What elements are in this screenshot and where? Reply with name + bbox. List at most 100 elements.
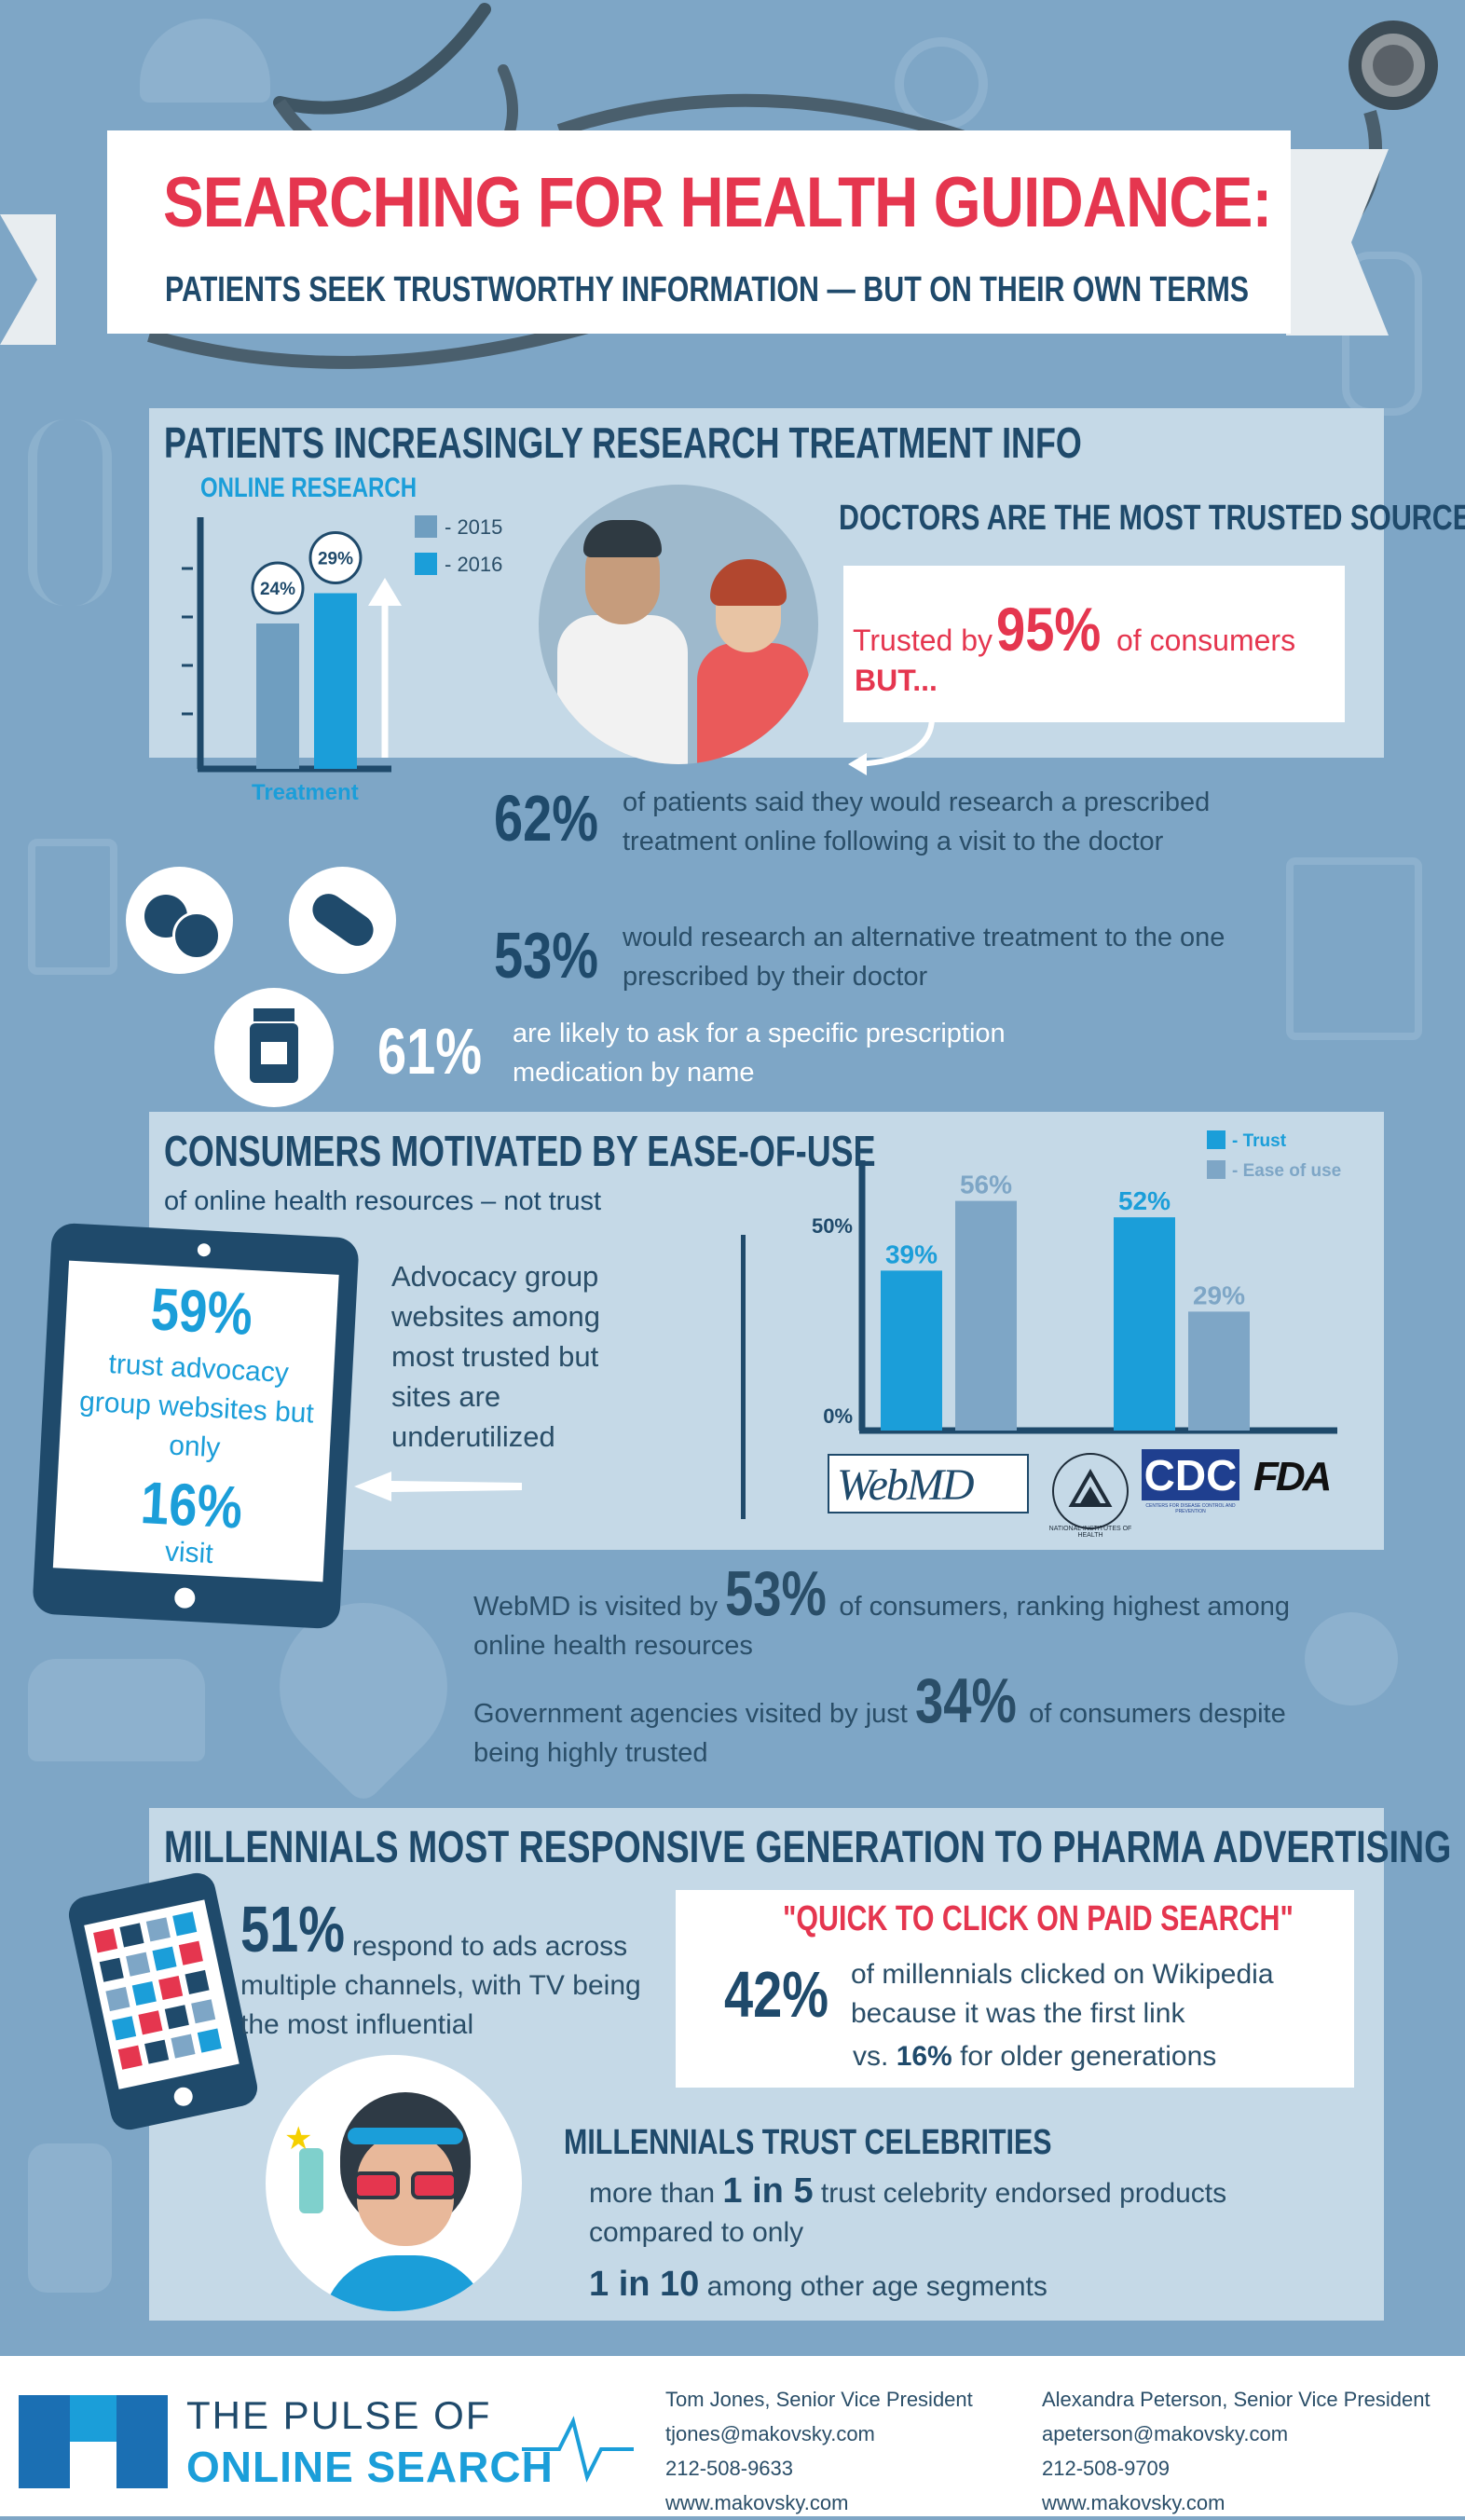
tablet-home-button <box>173 1587 196 1609</box>
page-title: SEARCHING FOR HEALTH GUIDANCE: <box>163 163 1272 242</box>
section1-heading: PATIENTS INCREASINGLY RESEARCH TREATMENT… <box>164 418 1082 467</box>
vs-suffix: for older generations <box>960 2041 1217 2072</box>
advocacy-text: Advocacy group websites among most trust… <box>391 1260 601 1453</box>
webmd-logo: WebMD <box>828 1454 1029 1513</box>
tablet-value1: 59% <box>149 1275 254 1348</box>
ads-text-body: respond to ads across multiple channels,… <box>240 1931 641 2040</box>
molecule-icon <box>1305 1612 1398 1705</box>
contact2-email[interactable]: apeterson@makovsky.com <box>1042 2422 1289 2445</box>
celebrity-sunglasses <box>353 2171 458 2199</box>
bottle-cap <box>253 1008 294 1021</box>
trusted-line: Trusted by 95% of consumers <box>853 594 1295 664</box>
phone-app-icon <box>171 2034 196 2059</box>
logo-bar-middle <box>70 2395 116 2442</box>
microscope-icon <box>28 2143 112 2293</box>
contact2-web[interactable]: www.makovsky.com <box>1042 2491 1225 2514</box>
vs-prefix: vs. <box>853 2041 889 2072</box>
chart2-legend-label-0: - Trust <box>1232 1131 1287 1151</box>
brand-line2: ONLINE SEARCH <box>186 2443 554 2491</box>
chart1-data-label-0: 24% <box>260 580 295 599</box>
chart2-bar-cdc-0 <box>1114 1217 1175 1431</box>
left-arrow-icon <box>354 1472 522 1501</box>
tablet-text1: trust advocacy group websites but only <box>78 1349 315 1464</box>
logo-bar-left <box>19 2395 70 2488</box>
stat1-text: of patients said they would research a p… <box>623 788 1211 856</box>
celeb-line2: compared to only <box>589 2217 804 2248</box>
celebrity-headband <box>348 2128 463 2144</box>
wiki-text: of millennials clicked on Wikipedia beca… <box>851 1959 1274 2029</box>
curved-arrow-icon <box>848 718 935 775</box>
chart2-data-label-webmd-1: 56% <box>960 1171 1012 1199</box>
cdc-logo-text: CDC <box>1142 1449 1239 1500</box>
product-bottle-icon <box>299 2148 323 2213</box>
webmd-statement: WebMD is visited by 53% of consumers, ra… <box>473 1558 1359 1665</box>
trusted-box: Trusted by 95% of consumers BUT... <box>843 566 1345 722</box>
phone-app-icon <box>172 1911 198 1937</box>
stat2-value: 53% <box>494 919 599 992</box>
phone-app-icon <box>178 1940 203 1965</box>
celeb-value: 1 in 5 <box>722 2171 814 2211</box>
phone-app-icon <box>105 1986 130 2012</box>
phone-app-icon <box>197 2028 222 2053</box>
trusted-prefix: Trusted by <box>853 623 993 657</box>
celeb-value2: 1 in 10 <box>589 2265 700 2304</box>
chart1-legend-label-1: - 2016 <box>445 553 502 576</box>
phone-app-icon <box>191 1999 216 2024</box>
sunglasses-lens-left <box>353 2171 400 2199</box>
doctor-hair <box>583 520 662 557</box>
chart2-data-label-cdc-0: 52% <box>1118 1186 1171 1215</box>
trusted-value: 95% <box>996 595 1102 664</box>
phone-app-icon <box>158 1975 184 2001</box>
phone-app-icon <box>99 1957 124 1982</box>
chart1-legend-label-0: - 2015 <box>445 515 502 539</box>
chart2-ytick-0: 0% <box>823 1404 853 1428</box>
webmd-suffix: of consumers, ranking highest among onli… <box>473 1592 1290 1661</box>
contact1-phone: 212-508-9633 <box>665 2457 794 2480</box>
phone-app-icon <box>131 1980 157 2006</box>
celeb-line1: more than 1 in 5 trust celebrity endorse… <box>589 2171 1381 2213</box>
fda-logo: FDA <box>1253 1454 1332 1500</box>
chart-divider <box>741 1235 746 1519</box>
phone-app-icon <box>117 2045 143 2070</box>
stat2-text: would research an alternative treatment … <box>623 923 1225 992</box>
sunglasses-lens-right <box>411 2171 458 2199</box>
tablet-camera <box>197 1242 212 1257</box>
stat3-value: 61% <box>377 1015 483 1088</box>
section2-subheading: of online health resources – not trust <box>164 1186 602 1216</box>
ads-text: respond to ads across multiple channels,… <box>240 1927 669 2045</box>
celebrity-body <box>322 2255 489 2311</box>
phone-app-icon <box>126 1952 151 1977</box>
dna-icon <box>28 419 112 606</box>
chart1-legend-swatch-0 <box>415 515 437 538</box>
phone-app-icon <box>93 1928 118 1953</box>
pulse-line-icon <box>522 2416 634 2483</box>
chart2-svg: 0% 50% 39% 56% 52% 29% - Trust - Ease of use <box>812 1130 1341 1434</box>
celeb-suffix2: among other age segments <box>706 2271 1047 2302</box>
doctor-figure <box>557 615 688 764</box>
chart2-bar-webmd-0 <box>881 1270 942 1431</box>
ads-value: 51% <box>240 1893 346 1965</box>
doctor-illustration <box>539 485 818 764</box>
chart2-data-label-cdc-1: 29% <box>1193 1281 1245 1309</box>
logo-bar-right <box>116 2395 168 2488</box>
phone-app-icon <box>138 2010 163 2035</box>
contact1-web[interactable]: www.makovsky.com <box>665 2491 849 2514</box>
contact1-block: Tom Jones, Senior Vice President tjones@… <box>665 2382 973 2520</box>
star-icon: ★ <box>284 2121 313 2157</box>
tablet-screen: 59% trust advocacy group websites but on… <box>52 1260 339 1582</box>
webmd-value: 53% <box>725 1558 828 1629</box>
chart2-bar-webmd-1 <box>955 1200 1017 1431</box>
gov-prefix: Government agencies visited by just <box>473 1699 908 1729</box>
phone-app-icon <box>119 1923 144 1948</box>
contact1-email[interactable]: tjones@makovsky.com <box>665 2422 875 2445</box>
banner-tail-right <box>1286 149 1389 336</box>
celeb-suffix: trust celebrity endorsed products <box>820 2178 1227 2209</box>
doctors-heading: DOCTORS ARE THE MOST TRUSTED SOURCE <box>839 499 1465 538</box>
but-text: BUT... <box>855 664 938 697</box>
pills-icon <box>126 867 233 974</box>
capsule-icon <box>289 867 396 974</box>
gov-suffix: of consumers despite being highly truste… <box>473 1699 1286 1768</box>
chart1-data-label-1: 29% <box>318 550 353 569</box>
bottle-body <box>250 1023 298 1083</box>
brand-line1: THE PULSE OF <box>186 2393 492 2437</box>
